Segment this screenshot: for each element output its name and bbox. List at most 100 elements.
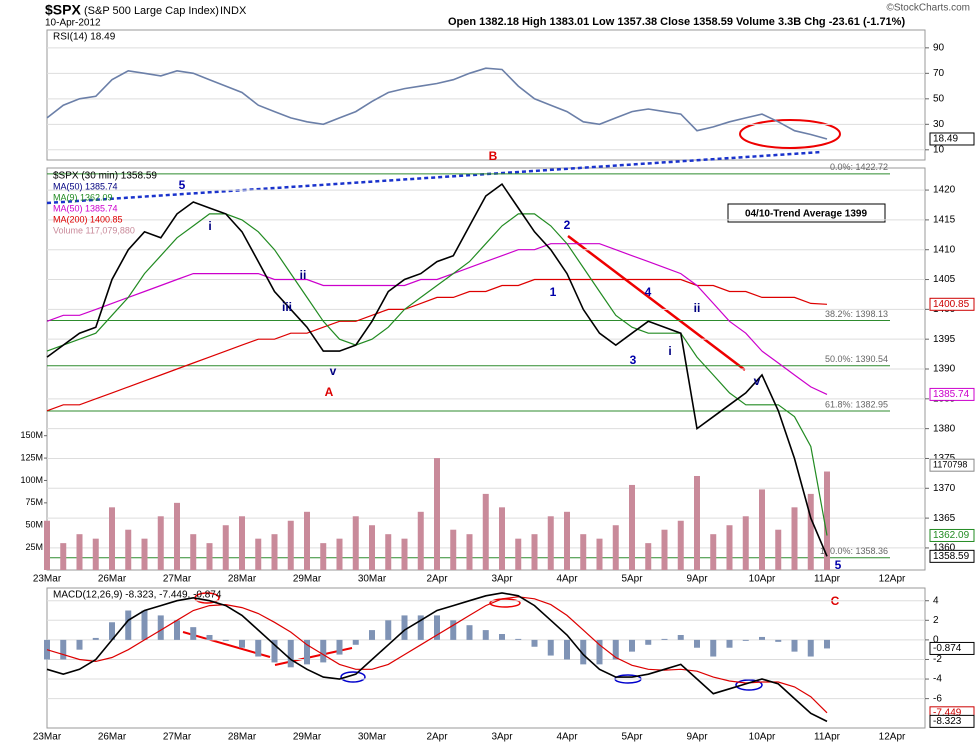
wave-label: B xyxy=(489,149,498,163)
wave-label: 4 xyxy=(645,285,652,299)
trend-line xyxy=(567,235,746,371)
highlight xyxy=(340,671,366,683)
bar xyxy=(661,638,668,640)
bar xyxy=(109,622,115,640)
last-value-label: 1400.85 xyxy=(933,299,970,310)
legend-entry: Volume 117,079,880 xyxy=(53,225,135,235)
bar xyxy=(596,538,603,570)
x-tick-label: 9Apr xyxy=(686,574,708,585)
bar xyxy=(807,493,814,570)
bar xyxy=(320,639,327,663)
x-tick-label: 10Apr xyxy=(749,732,776,743)
y2-tick-label: 150M xyxy=(20,430,43,440)
y-tick-label: 1405 xyxy=(933,274,956,285)
bar xyxy=(222,639,229,641)
bar xyxy=(401,538,408,570)
last-value-box xyxy=(929,387,975,401)
y2-tick-label: 75M xyxy=(25,497,43,507)
x-tick-label: 4Apr xyxy=(556,732,578,743)
y-tick-label: 1415 xyxy=(933,215,956,226)
bar xyxy=(206,543,213,570)
x-tick-label: 11Apr xyxy=(814,732,841,743)
bar xyxy=(304,639,310,665)
series-line xyxy=(46,213,828,536)
bar xyxy=(369,525,375,570)
bar xyxy=(482,630,489,640)
last-value-label: 18.49 xyxy=(933,134,958,145)
bar xyxy=(141,538,148,570)
fib-label: 50.0%: 1390.54 xyxy=(825,354,888,364)
bar xyxy=(369,630,375,640)
x-tick-label: 27Mar xyxy=(163,732,192,743)
wave-label: i xyxy=(668,344,671,358)
x-tick-label: 23Mar xyxy=(33,732,62,743)
bar xyxy=(580,639,587,665)
symbol: $SPX xyxy=(45,2,81,18)
bar xyxy=(92,538,99,570)
last-value-label: 1362.09 xyxy=(933,530,970,541)
bar xyxy=(499,634,505,640)
y-tick-label: 90 xyxy=(933,42,945,53)
exchange: INDX xyxy=(220,5,247,17)
bar xyxy=(564,639,570,660)
y-tick-label: -6 xyxy=(933,693,942,704)
bar xyxy=(352,639,359,645)
bar xyxy=(775,529,782,570)
bar xyxy=(759,636,765,640)
y-tick-label: 30 xyxy=(933,119,945,130)
x-tick-label: 30Mar xyxy=(358,574,387,585)
bar xyxy=(157,615,164,640)
bar xyxy=(92,637,99,640)
wave-label: 1 xyxy=(550,285,557,299)
bar xyxy=(174,502,180,570)
bar xyxy=(190,627,197,640)
legend-entry: MA(200) 1400.85 xyxy=(53,214,123,224)
bar xyxy=(287,639,294,668)
y-tick-label: -2 xyxy=(933,654,942,665)
bar xyxy=(190,534,197,570)
last-value-label: -0.874 xyxy=(933,643,962,654)
x-tick-label: 23Mar xyxy=(33,574,62,585)
index-name: (S&P 500 Large Cap Index) xyxy=(84,5,219,17)
x-tick-label: 12Apr xyxy=(879,574,906,585)
bar xyxy=(255,538,262,570)
x-tick-label: 2Apr xyxy=(426,732,448,743)
bar xyxy=(434,615,440,640)
wave-label: 3 xyxy=(630,353,637,367)
last-value-box xyxy=(929,297,975,311)
last-value-label: 1170798 xyxy=(933,460,967,470)
credit: ©StockCharts.com xyxy=(886,3,970,14)
wave-label: A xyxy=(325,385,334,399)
bar xyxy=(531,534,538,570)
bar xyxy=(174,620,180,640)
y2-tick-label: 125M xyxy=(20,452,43,462)
bar xyxy=(271,639,278,663)
bar xyxy=(564,511,570,570)
x-tick-label: 29Mar xyxy=(293,732,322,743)
bar xyxy=(515,538,522,570)
bar xyxy=(759,489,765,570)
bar xyxy=(417,511,424,570)
bar xyxy=(109,507,115,570)
x-tick-label: 26Mar xyxy=(98,732,127,743)
bar xyxy=(482,493,489,570)
bar xyxy=(824,639,830,649)
x-tick-label: 28Mar xyxy=(228,574,257,585)
y2-tick-label: 25M xyxy=(25,542,43,552)
y-tick-label: 2 xyxy=(933,615,939,626)
bar xyxy=(76,534,83,570)
fib-label: 100.0%: 1358.36 xyxy=(820,546,888,556)
bar xyxy=(466,534,473,570)
bar xyxy=(645,543,652,570)
bar xyxy=(60,639,67,660)
bar xyxy=(694,475,700,570)
bar xyxy=(645,639,652,645)
wave-label: 5 xyxy=(835,558,842,572)
x-tick-label: 4Apr xyxy=(556,574,578,585)
bar xyxy=(499,507,505,570)
x-tick-label: 3Apr xyxy=(491,574,513,585)
x-tick-label: 10Apr xyxy=(749,574,776,585)
y2-tick-label: 50M xyxy=(25,520,43,530)
x-tick-label: 29Mar xyxy=(293,574,322,585)
